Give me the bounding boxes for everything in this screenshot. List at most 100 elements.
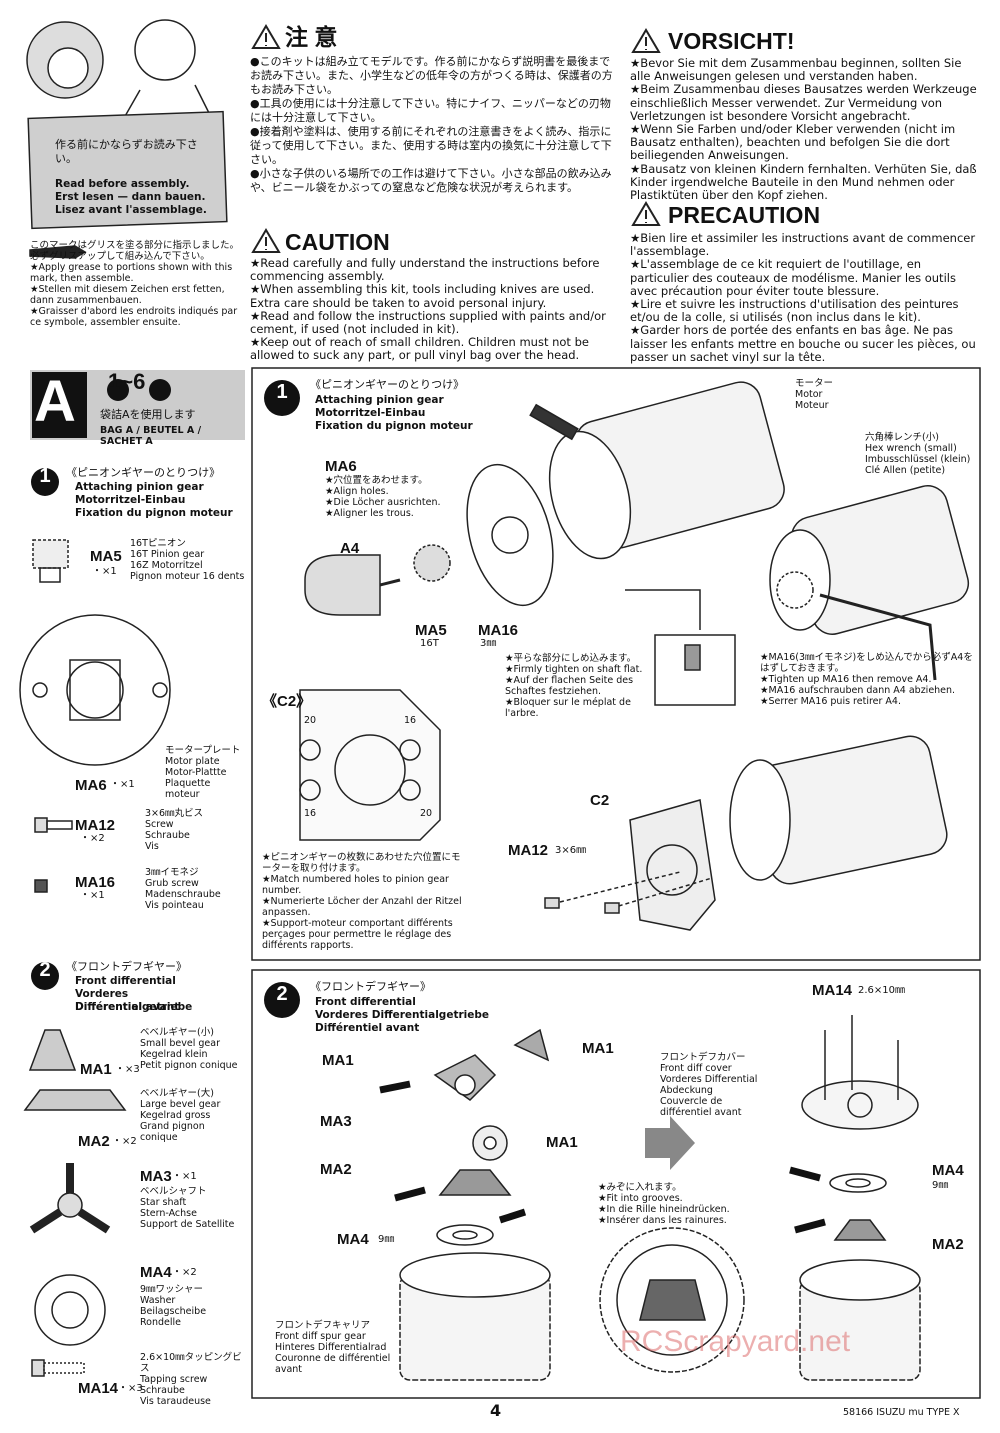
intro-fr: Lisez avant l'assemblage. <box>55 204 207 216</box>
caution-en-items: ★Read carefully and fully understand the… <box>250 256 615 363</box>
mascot <box>26 19 228 230</box>
precaution-title: PRECAUTION <box>668 202 821 228</box>
step-title-de: Motorritzel-Einbau <box>315 407 426 419</box>
vorsicht-title: VORSICHT! <box>668 28 795 54</box>
parts-drawings <box>19 539 171 1377</box>
part-names-line: Kegelrad klein <box>140 1049 208 1060</box>
part-code: MA1 <box>80 1061 112 1078</box>
part-size: 2.6×10㎜ <box>858 985 906 996</box>
precaution-items-line: ★L'assemblage de ce kit requiert de l'ou… <box>630 257 956 298</box>
pinion-note-line: ★ピニオンギヤーの枚数にあわせた穴位置にモーターを取り付けます。 <box>262 852 461 874</box>
part-qty: ・×3 <box>118 1383 143 1394</box>
precaution-items: ★Bien lire et assimiler les instructions… <box>630 231 980 364</box>
carrier-label: フロントデフキャリア Front diff spur gear Hinteres D… <box>275 1320 395 1375</box>
step-number: 1 <box>39 465 51 487</box>
part-names-line: Grub screw <box>145 878 199 889</box>
intro-de: Erst lesen — dann bauen. <box>55 191 206 203</box>
part-size: 3×6㎜ <box>555 845 587 856</box>
step-title-en: Front differential <box>315 996 416 1008</box>
part-names-line: Stern-Achse <box>140 1208 197 1219</box>
part-names: 9㎜ワッシャー Washer Beilagscheibe Rondelle <box>140 1284 245 1328</box>
part-label: MA3 <box>320 1113 352 1130</box>
part-qty: ・×1 <box>92 566 117 577</box>
part-names-line: ベベルシャフト <box>140 1186 207 1197</box>
wrench-label-line: Imbusschlüssel (klein) <box>865 454 971 465</box>
cover-label-line: Vorderes Differential Abdeckung <box>660 1074 758 1096</box>
part-qty: ・×3 <box>115 1064 140 1075</box>
groove-note-line: ★みぞに入れます。 <box>598 1182 682 1193</box>
part-names: 16Tピニオン 16T Pinion gear 16Z Motorritzel Pig… <box>130 538 245 582</box>
part-names-line: Grand pignon conique <box>140 1121 205 1143</box>
flat-note-line: ★Bloquer sur le méplat de l'arbre. <box>505 697 631 719</box>
caution-jp-items-line: ●小さな子供のいる場所での工作は避けて下さい。小さな部品の飲み込みや、ビニール袋… <box>250 167 612 194</box>
grease-note-line: ★Graisser d'abord les endroits indiqués … <box>30 306 238 328</box>
groove-note-line: ★Insérer dans les rainures. <box>598 1215 727 1226</box>
caution-jp-items-line: ●接着剤や塗料は、使用する前にそれぞれの注意書きをよく読み、指示に従って使用して… <box>250 125 612 166</box>
groove-note-line: ★In die Rille hineindrücken. <box>598 1204 730 1215</box>
part-names-line: Beilagscheibe <box>140 1306 207 1317</box>
grease-note-line: ★Stellen mit diesem Zeichen erst fetten,… <box>30 284 225 306</box>
step1-drawings <box>299 381 970 931</box>
remove-note-line: ★MA16 aufschrauben dann A4 abziehen. <box>760 685 956 696</box>
part-names-line: Vis pointeau <box>145 900 204 911</box>
step-number: 2 <box>276 983 288 1005</box>
model-code: 58166 ISUZU mu TYPE X <box>843 1407 960 1418</box>
part-names-line: 9㎜ワッシャー <box>140 1284 204 1295</box>
part-names: 3㎜イモネジ Grub screw Madenschraube Vis pointea… <box>145 867 245 911</box>
part-label: MA4 <box>337 1231 369 1248</box>
part-names-line: Screw <box>145 819 174 830</box>
part-size: 16T <box>420 638 439 649</box>
caution-jp-items-line: ●工具の使用には十分注意して下さい。特にナイフ、ニッパーなどの刃物には十分注意し… <box>250 97 611 124</box>
vorsicht-items-line: ★Beim Zusammenbau dieses Bausatzes werde… <box>630 82 977 123</box>
step-title-fr: Différentiel avant <box>75 1001 180 1013</box>
grease-note-line: このマークはグリスを塗る部分に指示しました。必ずグリスアップして組み込んで下さい… <box>30 240 240 262</box>
part-names-line: Schraube <box>145 830 190 841</box>
align-note-line: ★Align holes. <box>325 486 389 497</box>
step-circles <box>31 380 300 1018</box>
part-code: MA16 <box>75 874 116 891</box>
step-title-jp: 《ピニオンギヤーのとりつけ》 <box>66 466 221 479</box>
part-names-line: Kegelrad gross <box>140 1110 211 1121</box>
part-code: MA5 <box>90 548 122 565</box>
remove-note: ★MA16(3㎜イモネジ)をしめ込んでから必ずA4をはずしておきます。 ★Tigh… <box>760 652 975 707</box>
align-note: ★穴位置をあわせます。 ★Align holes. ★Die Löcher ausr… <box>325 475 455 519</box>
part-label: C2 <box>590 792 610 809</box>
caution-jp-items-line: ●このキットは組み立てモデルです。作る前にかならず説明書を最後までお読み下さい。… <box>250 55 613 96</box>
step-title-fr: Fixation du pignon moteur <box>315 420 473 432</box>
pinion-note-line: ★Support-moteur comportant différents pe… <box>262 918 453 951</box>
step-title-jp: 《フロントデフギヤー》 <box>66 960 187 973</box>
part-names: 2.6×10㎜タッピングビス Tapping screw Schraube Vis t… <box>140 1352 245 1407</box>
part-size: 9㎜ <box>932 1180 949 1191</box>
part-names-line: 16T Pinion gear <box>130 549 205 560</box>
part-names: ベベルギヤー(大) Large bevel gear Kegelrad gross G… <box>140 1088 245 1143</box>
part-names-line: Madenschraube <box>145 889 221 900</box>
part-names-line: Pignon moteur 16 dents <box>130 571 245 582</box>
carrier-label-line: Front diff spur gear <box>275 1331 366 1342</box>
step2-frame <box>251 969 981 1399</box>
part-qty: ・×1 <box>172 1171 197 1182</box>
step2-drawings <box>379 1015 921 1381</box>
part-names-line: Schraube <box>140 1385 185 1396</box>
part-label: MA2 <box>320 1161 352 1178</box>
part-label: MA14 <box>812 982 853 999</box>
part-label: MA2 <box>932 1236 964 1253</box>
groove-note-line: ★Fit into grooves. <box>598 1193 683 1204</box>
step-title-jp: 《フロントデフギヤー》 <box>310 980 431 993</box>
part-names-line: Support de Satellite <box>140 1219 235 1230</box>
precaution-items-line: ★Bien lire et assimiler les instructions… <box>630 231 976 259</box>
caution-jp-title: 注 意 <box>285 24 338 50</box>
part-label: MA1 <box>582 1040 614 1057</box>
warning-icons <box>251 24 661 253</box>
part-names-line: Small bevel gear <box>140 1038 221 1049</box>
part-names: 3×6㎜丸ビス Screw Schraube Vis <box>145 808 245 852</box>
flat-note-line: ★平らな部分にしめ込みます。 <box>505 653 637 664</box>
cover-label-line: フロントデフカバー <box>660 1052 746 1063</box>
part-names-line: Star shaft <box>140 1197 187 1208</box>
part-names-line: Tapping screw <box>140 1374 208 1385</box>
grease-note-line: ★Apply grease to portions shown with thi… <box>30 262 233 284</box>
motor-label: モーター Motor Moteur <box>795 378 875 411</box>
part-qty: ・×2 <box>80 833 105 844</box>
step1-frame <box>251 367 981 961</box>
